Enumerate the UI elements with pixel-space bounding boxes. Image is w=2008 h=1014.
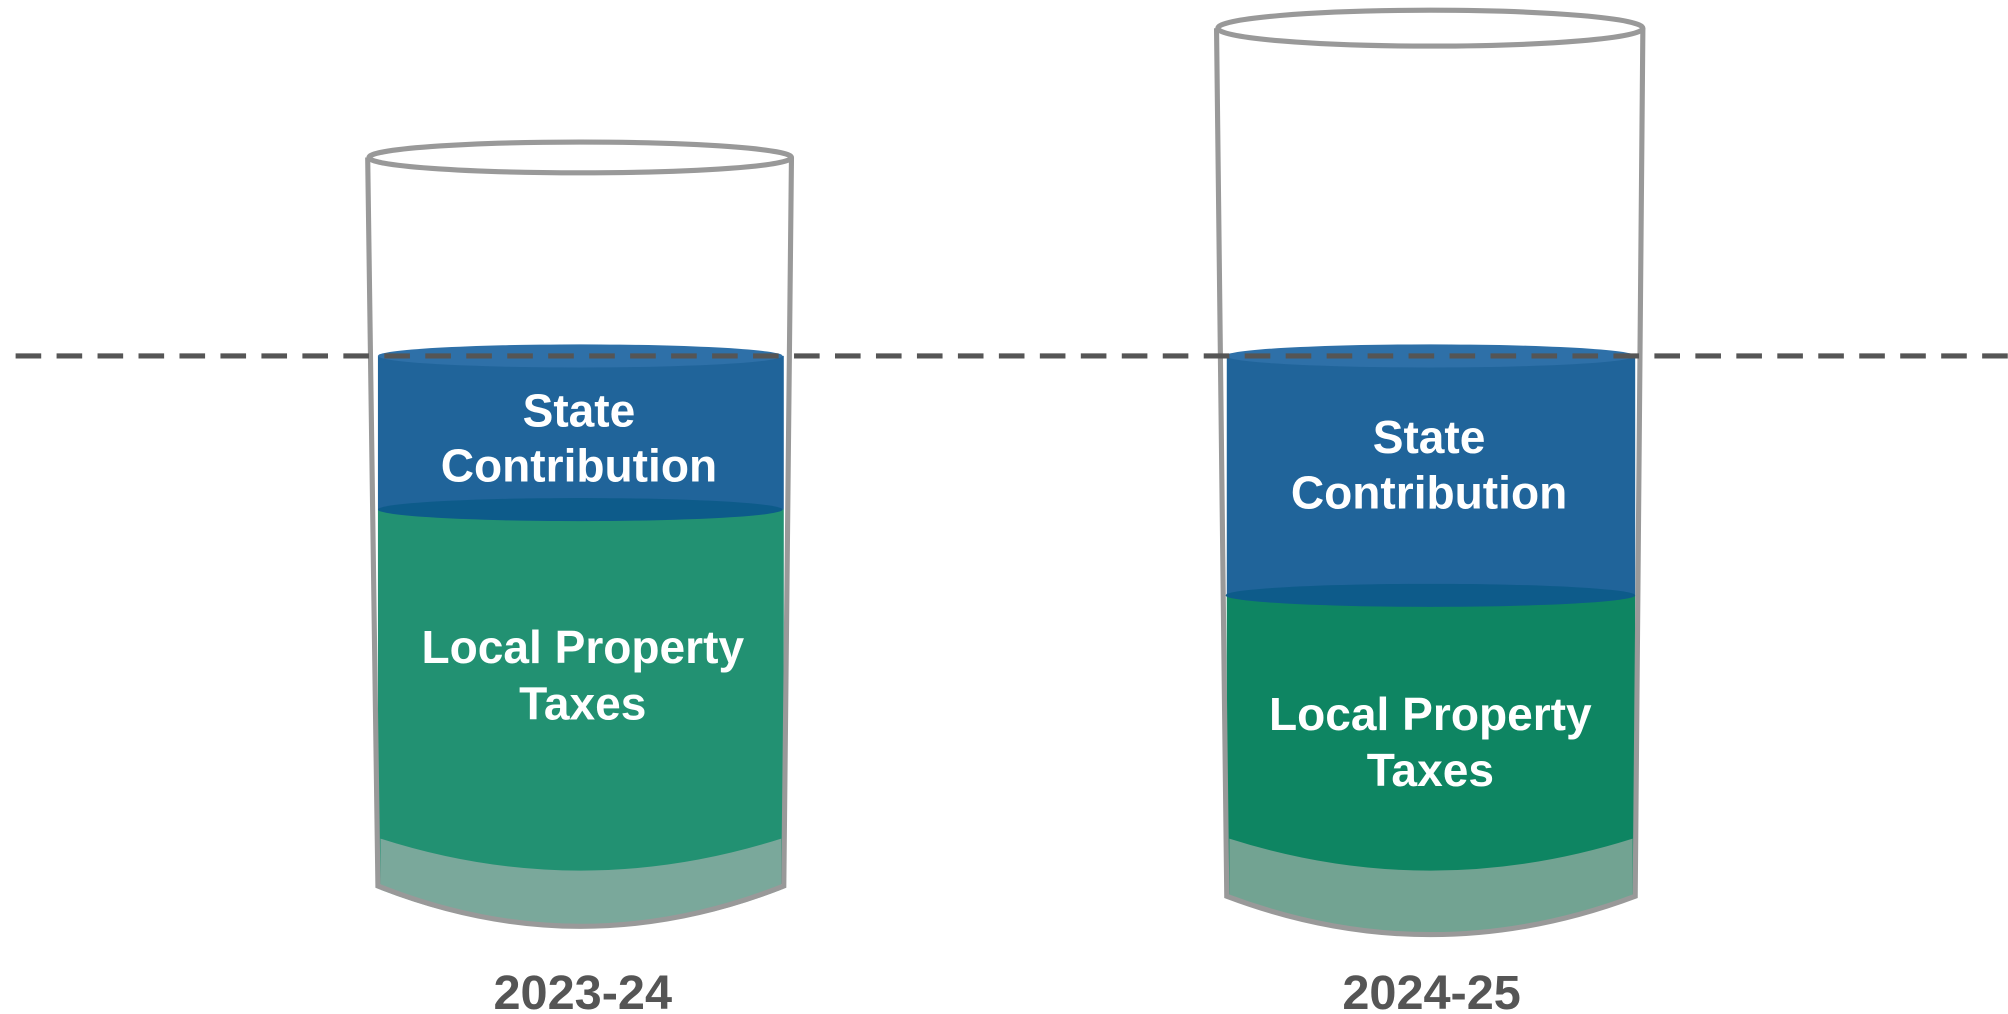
state-liquid (377, 355, 784, 510)
glass: State Contribution Local Property Taxes … (1213, 7, 1646, 1014)
year-label: 2023-24 (494, 966, 673, 1014)
local-label: Taxes (519, 678, 646, 730)
glass-base (380, 838, 782, 929)
local-label: Local Property (421, 621, 744, 673)
glass-outline (365, 157, 795, 929)
state-label: State (523, 384, 636, 436)
local-liquid (1226, 595, 1636, 929)
layer-boundary (377, 498, 783, 522)
state-label: State (1373, 411, 1486, 463)
year-label: 2024-25 (1342, 966, 1521, 1014)
liquid-surface (377, 344, 783, 368)
glass: State Contribution Local Property Taxes … (365, 139, 795, 1014)
glass-rim (1215, 7, 1646, 49)
state-label: Contribution (1291, 466, 1567, 518)
state-label: Contribution (441, 439, 717, 491)
state-liquid (1226, 355, 1636, 596)
layer-boundary (1225, 583, 1636, 607)
glass-rim (366, 139, 795, 176)
local-label: Local Property (1269, 688, 1592, 740)
glass-outline (1213, 28, 1646, 938)
glass-base (1229, 838, 1633, 935)
local-label: Taxes (1367, 744, 1494, 796)
local-liquid (377, 509, 784, 916)
